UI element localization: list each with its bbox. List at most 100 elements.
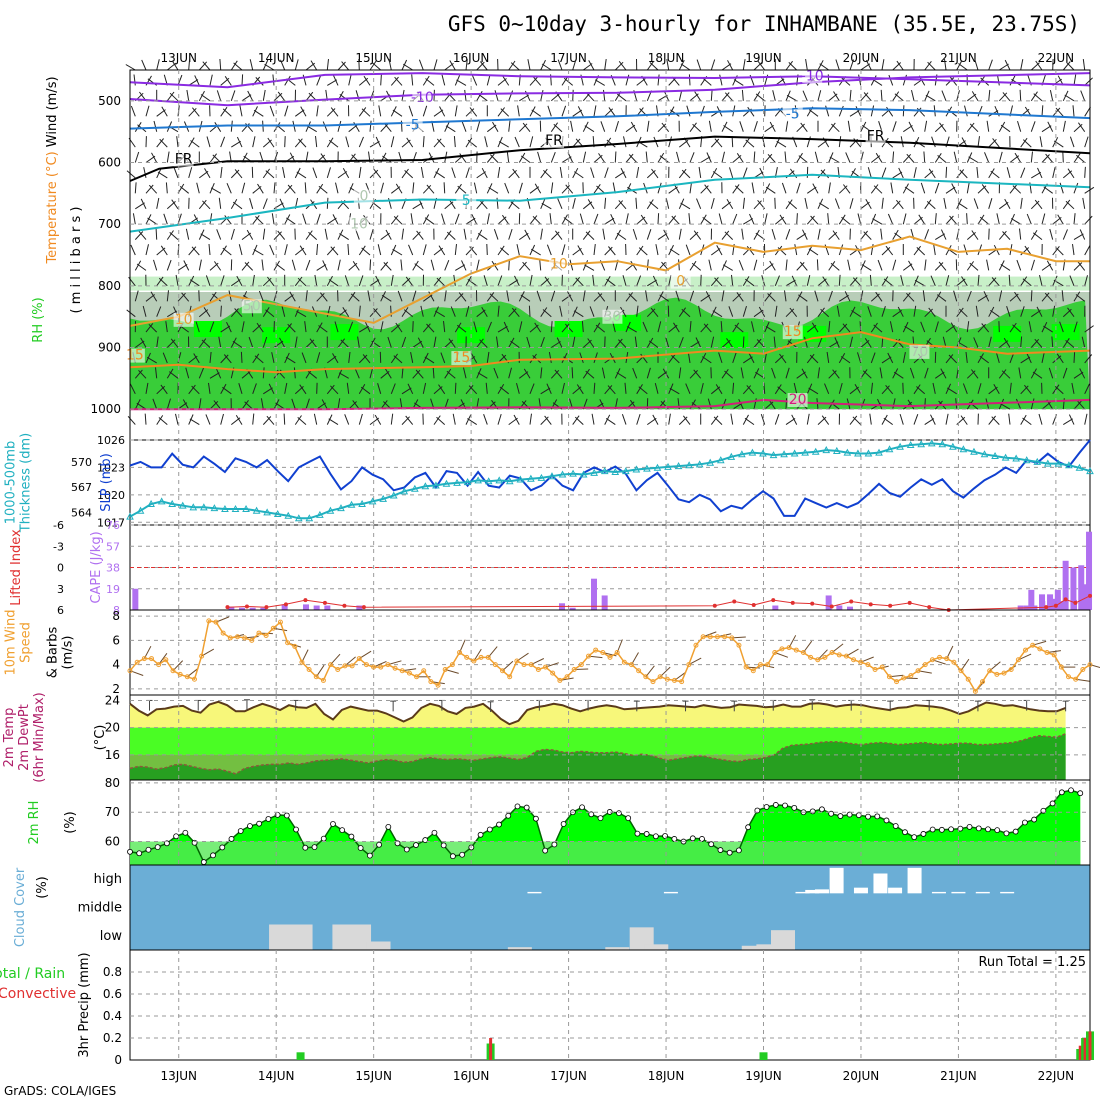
rh-marker <box>283 812 290 819</box>
thickness-marker <box>769 451 778 459</box>
wind-barb <box>161 106 168 117</box>
wind-barb <box>490 154 499 163</box>
wind-barb <box>1041 125 1052 133</box>
wind-barb <box>863 92 872 102</box>
wind-barb <box>765 325 776 333</box>
wind10m-marker <box>414 674 420 680</box>
wind-barb <box>764 153 773 163</box>
wind-barb <box>834 198 840 209</box>
wind-barb <box>369 259 372 271</box>
wind-barb <box>244 262 254 271</box>
contour-label: 10 <box>550 256 568 272</box>
wind-barb <box>801 368 808 379</box>
wind-barb <box>724 92 734 102</box>
wind-barb <box>913 384 921 395</box>
wind-barb <box>220 136 226 148</box>
wind-barb <box>825 105 830 117</box>
ylabel-precip-line: 3hr Precip (mm) <box>77 952 92 1057</box>
wind-barb <box>380 182 384 194</box>
wind-barb <box>249 198 254 209</box>
wind-barb <box>1030 121 1036 132</box>
wind-barb <box>239 105 243 117</box>
wind-barb <box>461 260 467 271</box>
wind-barb <box>380 74 382 86</box>
wind-barb <box>748 352 755 364</box>
wind-barb <box>367 290 371 302</box>
wind-barb <box>458 292 467 302</box>
wind-barb <box>205 275 211 286</box>
rh-marker <box>136 850 143 857</box>
thickness-marker <box>949 442 957 450</box>
wind-barb <box>408 244 414 256</box>
wind-barb <box>1020 414 1027 425</box>
wind-barb <box>1077 122 1086 132</box>
wind10m-marker <box>242 635 248 641</box>
wind-barb <box>732 382 735 394</box>
wind-barb <box>814 290 819 302</box>
rh-marker <box>819 806 825 813</box>
wind-barb <box>708 259 712 271</box>
wind10m-marker <box>177 671 183 677</box>
wind10m-marker <box>843 653 849 659</box>
li-marker <box>829 604 834 609</box>
wind-barb <box>571 367 574 379</box>
wind-barb <box>616 93 627 102</box>
wind10m-marker <box>1051 652 1057 658</box>
wind-barb <box>902 213 907 225</box>
wind-barb <box>467 278 477 287</box>
wind-barb <box>817 307 825 317</box>
wind-barb <box>1059 182 1064 194</box>
wind-barb <box>281 305 286 317</box>
wind-barb <box>741 89 744 101</box>
cloud-high-bar <box>805 889 820 894</box>
wind-barb <box>316 75 322 86</box>
rh-marker <box>662 833 668 839</box>
contour-label: 0 <box>676 274 685 290</box>
wind-barb <box>277 230 286 240</box>
ylabel-wind: Wind (m/s) <box>45 76 60 151</box>
wind-barb <box>694 91 702 102</box>
wind-barb <box>1039 136 1043 148</box>
wind-barb <box>422 105 428 117</box>
wind-barb <box>446 231 456 240</box>
wind-barb <box>916 247 926 256</box>
rh-marker <box>708 841 715 848</box>
rh-marker <box>348 833 355 840</box>
wind-barb <box>140 337 147 348</box>
wind-barb <box>138 230 147 240</box>
wind-barb <box>986 259 990 271</box>
wind-barb <box>582 230 591 240</box>
wind-barb <box>484 136 488 148</box>
wind-barb <box>885 384 894 395</box>
wind-barb <box>213 261 222 271</box>
rh-marker <box>293 826 299 833</box>
wind-barb <box>819 63 829 71</box>
wind-barb <box>1073 233 1084 241</box>
wind-barb <box>189 418 200 426</box>
wind-barb <box>934 262 944 271</box>
cloud-high-bar <box>829 867 844 894</box>
wind-barb <box>849 59 855 71</box>
wind-barb <box>821 415 830 425</box>
wind-barb <box>510 340 520 348</box>
wind-barb <box>230 308 239 318</box>
wind-barb <box>297 417 307 425</box>
cape-bar <box>260 607 267 610</box>
wind-barb <box>881 247 891 256</box>
wind-barb <box>134 260 142 271</box>
wind-barb <box>1067 307 1075 317</box>
contour-label-bg <box>241 299 262 314</box>
wind-barb <box>380 123 389 133</box>
wind-barb <box>529 353 537 364</box>
wind10m-marker <box>586 653 592 659</box>
wind-barb <box>710 168 718 179</box>
slp-tick: 1020 <box>97 489 125 502</box>
wind-barb <box>1012 324 1022 333</box>
wind10m-marker <box>292 643 298 649</box>
ylabel-temp2m: 2m Temp 2m DewPt (6hr Min/Max) <box>2 692 47 782</box>
wind-barb <box>1073 74 1077 86</box>
wind-barb <box>486 74 491 86</box>
wind-barb <box>191 246 200 256</box>
thickness-marker <box>811 447 820 455</box>
rh-marker <box>966 823 973 830</box>
